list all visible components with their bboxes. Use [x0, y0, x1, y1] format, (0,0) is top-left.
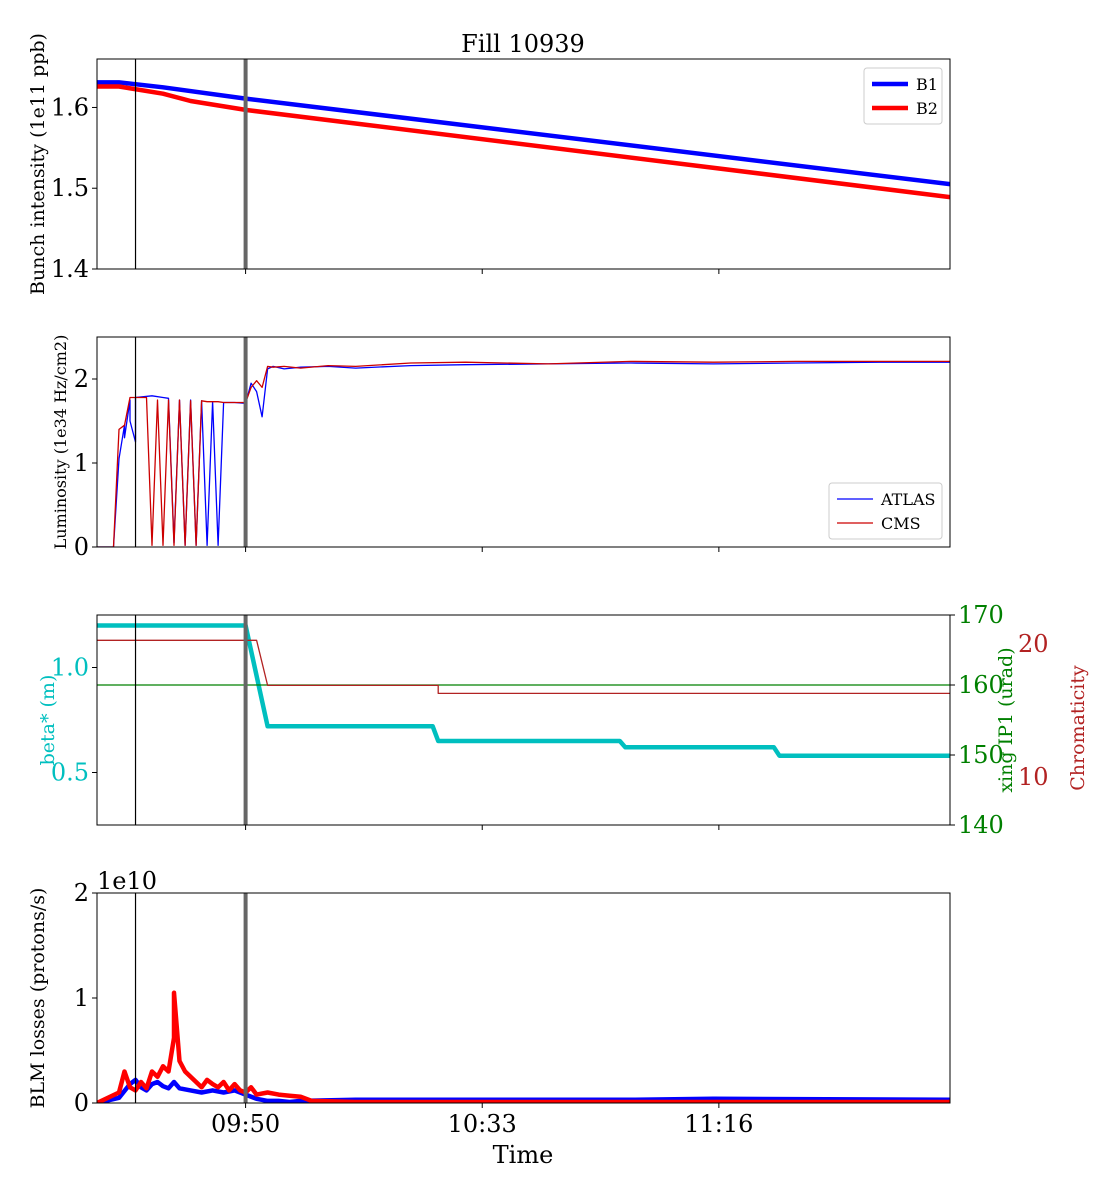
x-tick-label: 10:33 — [448, 1110, 517, 1138]
y-right2-axis-label: Chromaticity — [1067, 665, 1089, 791]
panel-frame — [96, 614, 951, 826]
y-right-tick-label: 150 — [958, 741, 1004, 769]
y-tick-label: 0 — [74, 1089, 89, 1117]
series-cms — [97, 360, 950, 547]
series-atlas — [97, 361, 950, 547]
y-tick-label: 1.0 — [51, 654, 89, 682]
panel-frame — [96, 58, 951, 270]
legend: ATLAS CMS — [828, 482, 943, 540]
panel-frame — [96, 336, 951, 548]
x-tick-label: 11:16 — [684, 1110, 753, 1138]
y-right2-tick-label: 10 — [1018, 763, 1049, 791]
y-right-tick-label: 170 — [958, 601, 1004, 629]
y-tick-label: 2 — [74, 879, 89, 907]
y-axis-label: beta* (m) — [37, 675, 59, 766]
series-b1 — [97, 80, 950, 187]
y-axis-label: Bunch intensity (1e11 ppb) — [27, 33, 49, 295]
y-tick-label: 1.4 — [51, 255, 89, 283]
series-blm-b2 — [97, 990, 950, 1103]
y-right-axis-label: xing IP1 (urad) — [995, 647, 1017, 792]
plot-area-luminosity — [97, 360, 950, 547]
y-right2-tick-label: 20 — [1018, 630, 1049, 658]
series-beta- — [97, 623, 950, 758]
plot-area-optics — [97, 623, 950, 758]
legend-label-cms: CMS — [881, 514, 921, 533]
y-right-tick-label: 140 — [958, 811, 1004, 839]
legend-label-b2: B2 — [916, 99, 938, 118]
legend-label-b1: B1 — [916, 75, 938, 94]
legend-box — [828, 482, 943, 540]
plot-area-blm — [97, 990, 950, 1103]
y-tick-label: 0 — [74, 533, 89, 561]
y-tick-label: 1 — [74, 449, 89, 477]
chart-title: Fill 10939 — [461, 30, 585, 58]
y-right-tick-label: 160 — [958, 671, 1004, 699]
y-tick-label: 0.5 — [51, 759, 89, 787]
x-axis-label: Time — [493, 1141, 554, 1169]
y-tick-label: 1.5 — [51, 174, 89, 202]
y-tick-label: 2 — [74, 365, 89, 393]
y-tick-label: 1 — [74, 984, 89, 1012]
panel-frame — [96, 892, 951, 1104]
panel-blm: 09:50 10:33 11:16 0 1 2 BLM losses (protons/s)… — [27, 867, 951, 1138]
y-tick-label: 1.6 — [51, 93, 89, 121]
y-axis-label: BLM losses (protons/s) — [27, 888, 49, 1109]
y-offset-text: 1e10 — [97, 867, 157, 895]
series-b2 — [97, 84, 950, 200]
y-axis-label: Luminosity (1e34 Hz/cm2) — [51, 335, 70, 550]
x-tick-label: 09:50 — [211, 1110, 280, 1138]
plot-area-intensity — [97, 80, 950, 200]
legend-label-atlas: ATLAS — [880, 490, 936, 509]
